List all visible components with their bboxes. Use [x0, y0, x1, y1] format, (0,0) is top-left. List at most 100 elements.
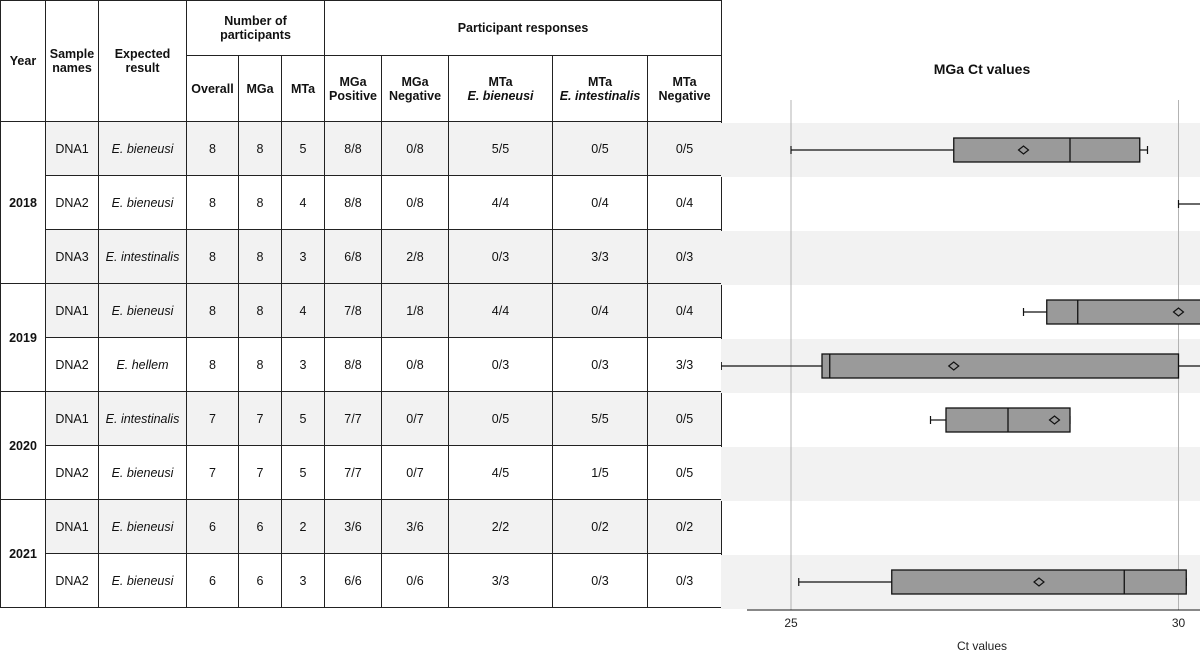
header-number-line1: Number of	[224, 14, 287, 28]
mta-negative: 0/5	[646, 391, 723, 446]
chart-title: MGa Ct values	[934, 61, 1031, 77]
mta-negative: 3/3	[646, 337, 723, 392]
mta-count: 4	[281, 175, 325, 230]
sample-name: DNA2	[45, 175, 99, 230]
header-number-of-participants: Number of participants	[186, 0, 325, 56]
overall-count: 8	[186, 229, 239, 284]
box	[821, 353, 1180, 379]
header-mta-intestinalis-line2: E. intestinalis	[559, 88, 641, 103]
header-mga-negative-line2: Negative	[388, 88, 442, 103]
header-mga-negative-line1: MGa	[401, 74, 429, 89]
mta-bieneusi: 0/3	[448, 229, 553, 284]
expected-result: E. intestinalis	[98, 229, 187, 284]
sample-name: DNA1	[45, 283, 99, 338]
mta-intestinalis: 0/3	[552, 553, 648, 608]
sample-name: DNA1	[45, 121, 99, 176]
mga-negative: 3/6	[381, 499, 449, 554]
mga-positive: 8/8	[324, 175, 382, 230]
header-mga-negative: MGa Negative	[381, 55, 449, 122]
mean-marker	[1048, 415, 1061, 425]
mga-positive: 6/8	[324, 229, 382, 284]
overall-count: 7	[186, 391, 239, 446]
mean-marker	[1172, 307, 1185, 317]
x-axis-title: Ct values	[957, 639, 1007, 653]
mga-count: 7	[238, 445, 282, 500]
mta-intestinalis: 5/5	[552, 391, 648, 446]
participant-table: Year Sample names Expected result Number o…	[0, 0, 723, 608]
expected-result: E. bieneusi	[98, 121, 187, 176]
mean-marker	[1033, 577, 1045, 587]
sample-name: DNA1	[45, 499, 99, 554]
mta-count: 3	[281, 229, 325, 284]
mta-intestinalis: 0/4	[552, 283, 648, 338]
header-sample-line1: Sample	[49, 47, 95, 61]
header-mta: MTa	[281, 55, 325, 122]
mga-negative: 2/8	[381, 229, 449, 284]
mean-marker	[1017, 145, 1030, 155]
sample-name: DNA2	[45, 553, 99, 608]
mga-count: 8	[238, 175, 282, 230]
expected-result: E. bieneusi	[98, 175, 187, 230]
year-2019: 2019	[0, 283, 46, 392]
header-mta-negative: MTa Negative	[646, 55, 723, 122]
header-expected-result: Expected result	[98, 0, 187, 122]
year-2020: 2020	[0, 391, 46, 500]
header-year: Year	[0, 0, 46, 122]
mta-intestinalis: 0/4	[552, 175, 648, 230]
mga-negative: 0/8	[381, 121, 449, 176]
x-axis-ticks: 25303540	[784, 616, 1185, 630]
year-2018: 2018	[0, 121, 46, 284]
mta-bieneusi: 5/5	[448, 121, 553, 176]
mga-count: 6	[238, 499, 282, 554]
mga-positive: 8/8	[324, 337, 382, 392]
mga-count: 7	[238, 391, 282, 446]
mga-positive: 7/7	[324, 391, 382, 446]
mga-count: 8	[238, 337, 282, 392]
header-overall: Overall	[186, 55, 239, 122]
header-mta-intestinalis-line1: MTa	[587, 74, 613, 89]
mta-negative: 0/4	[646, 175, 723, 230]
header-mga-positive: MGa Positive	[324, 55, 382, 122]
mga-positive: 7/7	[324, 445, 382, 500]
sample-name: DNA3	[45, 229, 99, 284]
header-mta-bieneusi-line1: MTa	[488, 74, 513, 89]
mta-intestinalis: 0/5	[552, 121, 648, 176]
header-mga-positive-line1: MGa	[339, 74, 367, 89]
mta-count: 3	[281, 553, 325, 608]
row-band	[721, 447, 1200, 501]
participant-table-container: Year Sample names Expected result Number o…	[0, 0, 723, 608]
expected-result: E. bieneusi	[98, 553, 187, 608]
header-mta-bieneusi-line2: E. bieneusi	[467, 88, 534, 103]
box-series	[721, 137, 1200, 595]
mta-negative: 0/3	[646, 229, 723, 284]
mta-negative: 0/2	[646, 499, 723, 554]
mta-bieneusi: 4/5	[448, 445, 553, 500]
mta-count: 5	[281, 121, 325, 176]
row-band	[721, 231, 1200, 285]
mga-negative: 1/8	[381, 283, 449, 338]
mga-count: 8	[238, 121, 282, 176]
mta-intestinalis: 3/3	[552, 229, 648, 284]
mga-count: 8	[238, 283, 282, 338]
mga-negative: 0/7	[381, 391, 449, 446]
mga-count: 6	[238, 553, 282, 608]
expected-result: E. bieneusi	[98, 283, 187, 338]
sample-name: DNA1	[45, 391, 99, 446]
mta-intestinalis: 1/5	[552, 445, 648, 500]
header-mga: MGa	[238, 55, 282, 122]
mga-positive: 8/8	[324, 121, 382, 176]
overall-count: 8	[186, 121, 239, 176]
mta-intestinalis: 0/2	[552, 499, 648, 554]
overall-count: 6	[186, 553, 239, 608]
expected-result: E. hellem	[98, 337, 187, 392]
mga-negative: 0/7	[381, 445, 449, 500]
overall-count: 8	[186, 337, 239, 392]
overall-count: 6	[186, 499, 239, 554]
mga-negative: 0/6	[381, 553, 449, 608]
overall-count: 7	[186, 445, 239, 500]
header-mta-negative-line2: Negative	[658, 88, 711, 103]
mga-ct-boxplot: MGa Ct values 25303540 Ct values	[721, 61, 1200, 653]
mta-count: 3	[281, 337, 325, 392]
mta-negative: 0/5	[646, 445, 723, 500]
overall-count: 8	[186, 283, 239, 338]
